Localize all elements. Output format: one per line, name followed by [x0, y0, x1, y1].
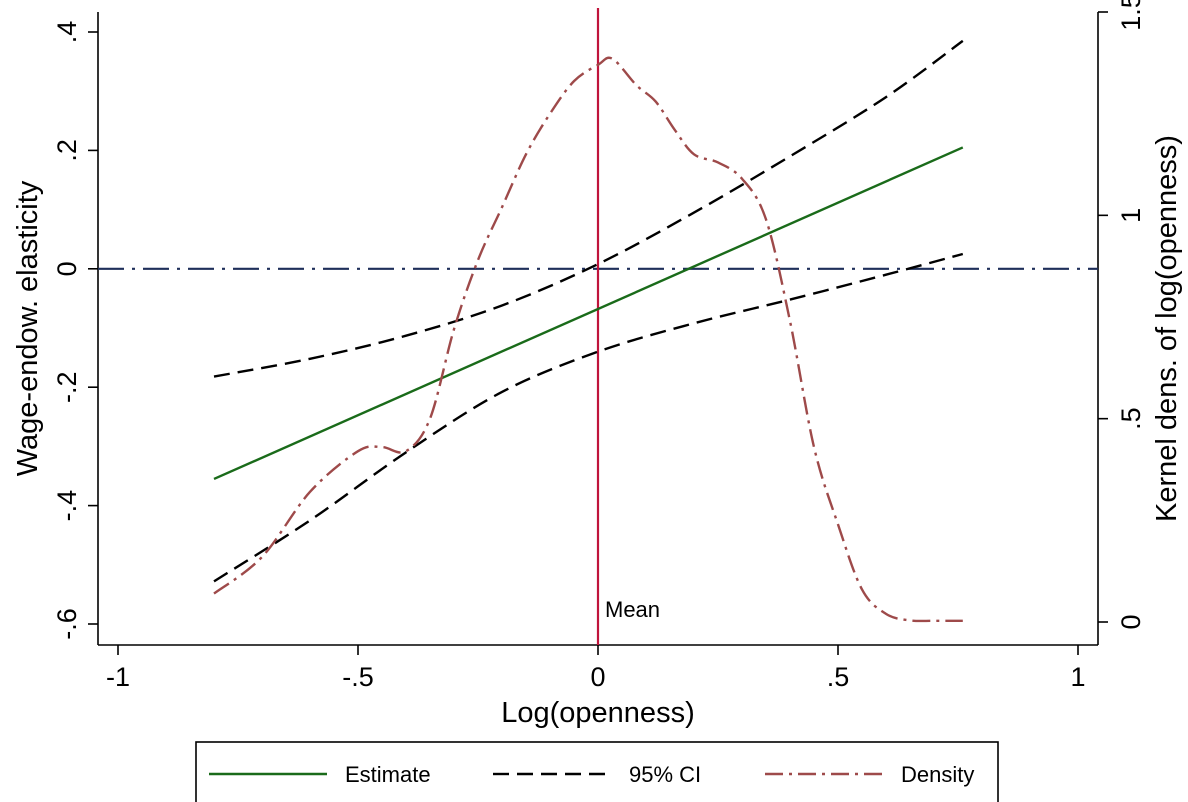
- x-axis-title: Log(openness): [501, 697, 694, 729]
- y2-tick-label: 1: [1116, 208, 1146, 223]
- mean-annotation: Mean: [605, 597, 660, 622]
- y-tick-label: -.6: [52, 608, 82, 640]
- plot-layer: [98, 8, 1098, 645]
- series-line-95-ci: [213, 39, 964, 378]
- series-line-95-ci-lower: [213, 252, 964, 583]
- legend: Estimate 95% CI Density: [195, 741, 999, 802]
- y-tick-label: 0: [52, 261, 82, 276]
- series-line-density: [213, 56, 963, 623]
- y-tick-label: .4: [52, 21, 82, 44]
- y-tick-label: -.4: [52, 490, 82, 522]
- x-tick-label: 0: [590, 662, 605, 692]
- y2-tick-label: 0: [1116, 614, 1146, 629]
- x-tick-label: 1: [1070, 662, 1085, 692]
- ticks-layer: -1 -.5 0 .5 1 -.6 -.4 -.2 0 .2 .4 0 .5 1 1.5: [52, 0, 1146, 692]
- x-tick-label: .5: [827, 662, 850, 692]
- y2-axis-title: Kernel dens. of log(openness): [1151, 135, 1183, 522]
- y-tick-label: -.2: [52, 371, 82, 403]
- y-tick-label: .2: [52, 139, 82, 162]
- y2-tick-label: .5: [1116, 407, 1146, 430]
- legend-label: Density: [901, 762, 974, 787]
- legend-label: 95% CI: [629, 762, 701, 787]
- x-tick-label: -1: [106, 662, 130, 692]
- series-line-estimate: [213, 146, 964, 481]
- y-axis-title: Wage-endow. elasticity: [12, 180, 44, 476]
- legend-label: Estimate: [345, 762, 431, 787]
- y2-tick-label: 1.5: [1116, 0, 1146, 31]
- x-tick-label: -.5: [342, 662, 374, 692]
- legend-box: [195, 741, 999, 802]
